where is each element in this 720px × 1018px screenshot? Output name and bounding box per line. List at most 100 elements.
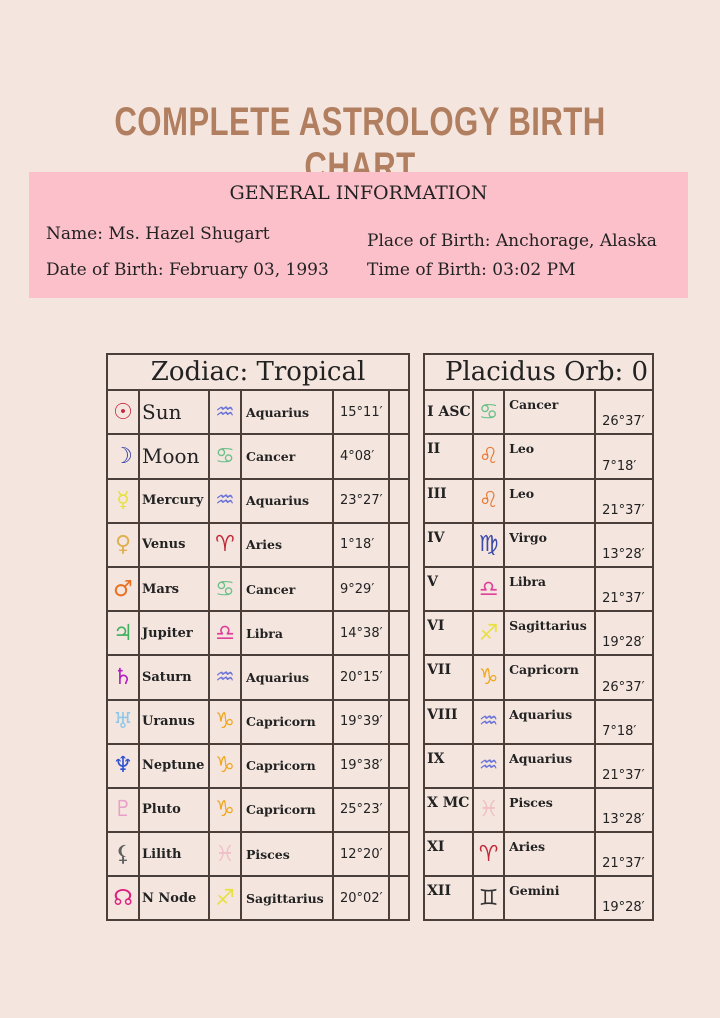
empty-cell bbox=[387, 433, 411, 480]
planet-sign: Capricorn bbox=[240, 698, 334, 745]
planet-sign: Aquarius bbox=[240, 477, 334, 524]
house-number: IV bbox=[423, 521, 475, 568]
sagittarius-icon: ♐︎ bbox=[472, 610, 506, 657]
planet-degree: 20°15′ bbox=[332, 654, 390, 701]
house-degree: 7°18′ bbox=[594, 698, 655, 745]
planet-degree: 20°02′ bbox=[332, 875, 390, 922]
column-divider bbox=[408, 655, 426, 700]
column-divider bbox=[408, 354, 426, 391]
empty-cell bbox=[387, 565, 411, 613]
capricorn-icon: ♑︎ bbox=[208, 698, 242, 745]
table-row: ⚸︎ Lilith ♓︎ Pisces 12°20′ XI ♈︎ Aries 21°37′ bbox=[106, 831, 655, 878]
planet-degree: 14°38′ bbox=[332, 610, 390, 657]
planet-degree: 12°20′ bbox=[332, 831, 390, 878]
house-number: VI bbox=[423, 610, 475, 657]
libra-icon: ♎︎ bbox=[208, 610, 242, 657]
column-divider bbox=[408, 434, 426, 479]
empty-cell bbox=[387, 654, 411, 701]
house-number: IX bbox=[423, 742, 475, 789]
table-row: ☿︎ Mercury ♒︎ Aquarius 23°27′ III ♌︎ Leo 21°37′ bbox=[106, 477, 655, 524]
virgo-icon: ♍︎ bbox=[472, 521, 506, 568]
planet-sign: Libra bbox=[240, 610, 334, 657]
date-of-birth-field: Date of Birth: February 03, 1993 bbox=[46, 260, 329, 280]
house-sign: Gemini bbox=[503, 875, 597, 922]
pisces-icon: ♓︎ bbox=[208, 831, 242, 878]
planet-name: Sun bbox=[138, 389, 210, 436]
table-row: ☉︎ Sun ♒︎ Aquarius 15°11′ I ASC ♋︎ Cancer 26°37′ bbox=[106, 389, 655, 436]
house-number: V bbox=[423, 565, 475, 613]
house-number: III bbox=[423, 477, 475, 524]
empty-cell bbox=[387, 831, 411, 878]
planet-sign: Aries bbox=[240, 521, 334, 568]
planet-sign: Aquarius bbox=[240, 654, 334, 701]
house-degree: 26°37′ bbox=[594, 654, 655, 701]
house-sign: Virgo bbox=[503, 521, 597, 568]
neptune-icon: ♆︎ bbox=[106, 742, 140, 789]
jupiter-icon: ♃︎ bbox=[106, 610, 140, 657]
planet-degree: 19°38′ bbox=[332, 742, 390, 789]
capricorn-icon: ♑︎ bbox=[208, 742, 242, 789]
sagittarius-icon: ♐︎ bbox=[208, 875, 242, 922]
table-row: ♅︎ Uranus ♑︎ Capricorn 19°39′ VIII ♒︎ Aquarius 7… bbox=[106, 698, 655, 745]
leo-icon: ♌︎ bbox=[472, 477, 506, 524]
uranus-icon: ♅︎ bbox=[106, 698, 140, 745]
empty-cell bbox=[387, 521, 411, 568]
column-divider bbox=[408, 832, 426, 877]
column-divider bbox=[408, 522, 426, 567]
moon-icon: ☽︎ bbox=[106, 433, 140, 480]
venus-icon: ♀︎ bbox=[106, 521, 140, 568]
table-row: ♄︎ Saturn ♒︎ Aquarius 20°15′ VII ♑︎ Capricorn 26… bbox=[106, 654, 655, 701]
planet-degree: 9°29′ bbox=[332, 565, 390, 613]
column-divider bbox=[408, 699, 426, 744]
house-number: VIII bbox=[423, 698, 475, 745]
planet-sign: Pisces bbox=[240, 831, 334, 878]
aquarius-icon: ♒︎ bbox=[208, 389, 242, 436]
birth-chart-table: Zodiac: Tropical Placidus Orb: 0 ☉︎ Sun ♒︎… bbox=[105, 352, 655, 922]
table-row: ☽︎ Moon ♋︎ Cancer 4°08′ II ♌︎ Leo 7°18′ bbox=[106, 433, 655, 480]
table-row: ☊︎ N Node ♐︎ Sagittarius 20°02′ XII ♊︎ Gemini 19… bbox=[106, 875, 655, 922]
table-row: ♃︎ Jupiter ♎︎ Libra 14°38′ VI ♐︎ Sagittarius 19°… bbox=[106, 610, 655, 657]
house-sign: Leo bbox=[503, 477, 597, 524]
mercury-icon: ☿︎ bbox=[106, 477, 140, 524]
column-divider bbox=[408, 743, 426, 788]
table-row: ♆︎ Neptune ♑︎ Capricorn 19°38′ IX ♒︎ Aquarius 21… bbox=[106, 742, 655, 789]
house-number: I ASC bbox=[423, 389, 475, 436]
empty-cell bbox=[387, 389, 411, 436]
house-degree: 21°37′ bbox=[594, 831, 655, 878]
planet-sign: Cancer bbox=[240, 433, 334, 480]
house-sign: Aries bbox=[503, 831, 597, 878]
planet-sign: Sagittarius bbox=[240, 875, 334, 922]
house-degree: 19°28′ bbox=[594, 875, 655, 922]
planet-sign: Capricorn bbox=[240, 786, 334, 834]
planet-degree: 23°27′ bbox=[332, 477, 390, 524]
house-degree: 21°37′ bbox=[594, 742, 655, 789]
zodiac-header: Zodiac: Tropical bbox=[105, 352, 411, 392]
house-sign: Cancer bbox=[503, 389, 597, 436]
house-sign: Sagittarius bbox=[503, 610, 597, 657]
lilith-icon: ⚸︎ bbox=[106, 831, 140, 878]
planet-name: Neptune bbox=[138, 742, 210, 789]
leo-icon: ♌︎ bbox=[472, 433, 506, 480]
aquarius-icon: ♒︎ bbox=[472, 742, 506, 789]
house-number: XI bbox=[423, 831, 475, 878]
house-degree: 21°37′ bbox=[594, 565, 655, 613]
planet-name: Mars bbox=[138, 565, 210, 613]
pisces-icon: ♓︎ bbox=[472, 786, 506, 834]
saturn-icon: ♄︎ bbox=[106, 654, 140, 701]
planet-degree: 19°39′ bbox=[332, 698, 390, 745]
house-sign: Aquarius bbox=[503, 698, 597, 745]
column-divider bbox=[408, 478, 426, 523]
libra-icon: ♎︎ bbox=[472, 565, 506, 613]
house-degree: 26°37′ bbox=[594, 389, 655, 436]
planet-name: Venus bbox=[138, 521, 210, 568]
aquarius-icon: ♒︎ bbox=[472, 698, 506, 745]
planet-name: Moon bbox=[138, 433, 210, 480]
aquarius-icon: ♒︎ bbox=[208, 477, 242, 524]
table-row: ♀︎ Venus ♈︎ Aries 1°18′ IV ♍︎ Virgo 13°28′ bbox=[106, 521, 655, 568]
house-degree: 19°28′ bbox=[594, 610, 655, 657]
page-title: COMPLETE ASTROLOGY BIRTH CHART bbox=[114, 100, 606, 189]
cancer-icon: ♋︎ bbox=[208, 433, 242, 480]
planet-name: Mercury bbox=[138, 477, 210, 524]
mars-icon: ♂︎ bbox=[106, 565, 140, 613]
planet-name: N Node bbox=[138, 875, 210, 922]
